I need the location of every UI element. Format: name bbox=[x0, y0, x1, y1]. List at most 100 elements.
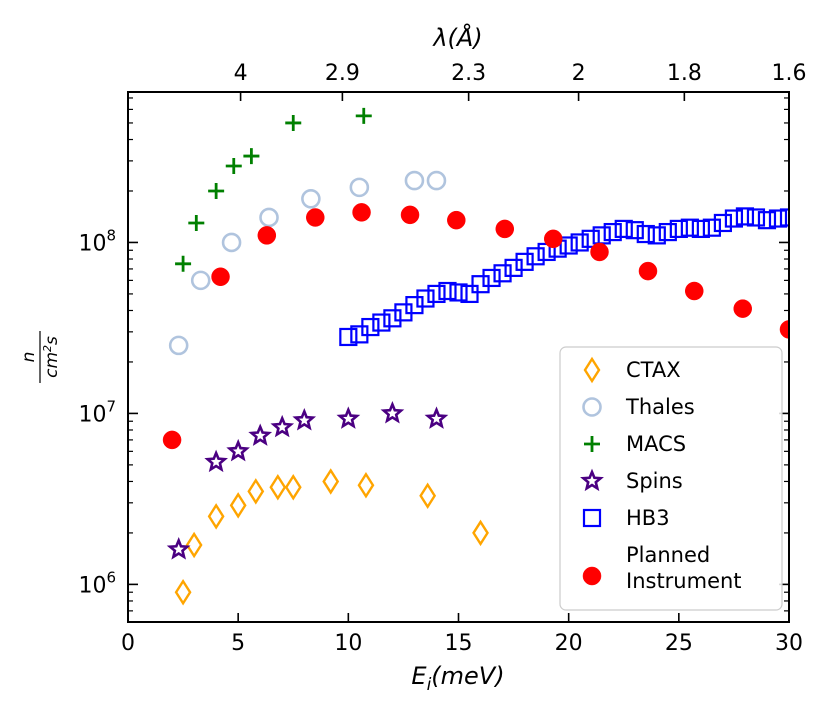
data-point bbox=[225, 158, 242, 175]
data-point bbox=[221, 232, 242, 253]
x-axis-ticks: 0 5 10 15 20 25 30 bbox=[121, 613, 803, 656]
data-point bbox=[380, 400, 405, 424]
data-point bbox=[204, 449, 228, 473]
data-point bbox=[270, 414, 295, 438]
data-point bbox=[162, 430, 182, 450]
data-point bbox=[243, 148, 260, 165]
data-point bbox=[175, 255, 192, 272]
data-point bbox=[603, 222, 622, 242]
data-point bbox=[185, 531, 203, 559]
data-point bbox=[188, 214, 205, 231]
data-point bbox=[419, 482, 437, 509]
data-point bbox=[472, 519, 489, 547]
data-point bbox=[248, 423, 273, 446]
data-point bbox=[713, 213, 733, 233]
data-point bbox=[724, 209, 744, 228]
data-point bbox=[301, 189, 321, 209]
data-point bbox=[702, 218, 721, 237]
data-point bbox=[733, 299, 752, 318]
data-point bbox=[691, 219, 710, 239]
data-point bbox=[226, 438, 250, 462]
x-axis-title: Ei(meV) bbox=[411, 662, 504, 695]
data-point bbox=[207, 503, 225, 530]
data-point bbox=[614, 219, 633, 239]
x-tick-label: 5 bbox=[231, 631, 245, 656]
data-point bbox=[460, 284, 479, 304]
legend-label-hb3: HB3 bbox=[626, 506, 670, 530]
y-axis-title-denominator: cm2s bbox=[41, 336, 62, 378]
top-tick-label: 2 bbox=[572, 61, 586, 86]
data-point bbox=[638, 261, 658, 281]
series-ctax bbox=[174, 468, 489, 606]
data-point bbox=[559, 236, 578, 255]
data-point bbox=[680, 218, 699, 237]
data-point bbox=[636, 224, 655, 244]
data-point bbox=[515, 252, 534, 271]
legend-label-planned-instrument: Planned bbox=[626, 543, 710, 567]
data-point bbox=[284, 474, 302, 501]
data-point bbox=[336, 406, 361, 429]
top-tick-label: 1.6 bbox=[772, 61, 807, 86]
data-point bbox=[352, 203, 371, 222]
data-point bbox=[493, 264, 512, 283]
data-series bbox=[162, 107, 789, 606]
data-point bbox=[526, 247, 545, 266]
data-point bbox=[400, 205, 420, 225]
series-hb3 bbox=[339, 207, 789, 347]
legend-label-thales: Thales bbox=[625, 395, 695, 419]
data-point bbox=[658, 222, 677, 242]
y-axis-title: n cm2s bbox=[19, 331, 62, 383]
data-point bbox=[190, 270, 211, 291]
legend-label-spins: Spins bbox=[626, 469, 683, 493]
data-point bbox=[166, 537, 191, 560]
data-point bbox=[416, 289, 435, 308]
data-point bbox=[685, 281, 704, 301]
data-point bbox=[269, 474, 287, 501]
data-point bbox=[349, 177, 370, 198]
data-point bbox=[211, 267, 230, 287]
data-point bbox=[495, 219, 515, 239]
data-point bbox=[647, 226, 666, 245]
legend-marker-thales bbox=[582, 397, 602, 417]
top-tick-label: 2.3 bbox=[451, 61, 486, 86]
series-thales bbox=[168, 170, 447, 356]
data-point bbox=[355, 107, 372, 124]
data-point bbox=[339, 327, 358, 347]
data-point bbox=[306, 208, 325, 227]
legend-label-planned-instrument: Instrument bbox=[626, 569, 742, 593]
top-tick-label: 2.9 bbox=[325, 61, 360, 86]
data-point bbox=[174, 578, 192, 606]
data-point bbox=[383, 309, 402, 328]
data-point bbox=[247, 478, 265, 505]
data-point bbox=[482, 268, 501, 288]
data-point bbox=[357, 472, 375, 499]
data-point bbox=[259, 207, 279, 228]
legend-marker-macs bbox=[584, 436, 600, 452]
data-point bbox=[768, 209, 788, 228]
legend-label-macs: MACS bbox=[626, 432, 686, 456]
data-point bbox=[669, 219, 688, 239]
data-point bbox=[543, 229, 563, 249]
data-point bbox=[735, 207, 755, 226]
legend-marker-spins bbox=[580, 468, 604, 492]
data-point bbox=[570, 233, 589, 252]
legend-marker-planned-instrument bbox=[582, 566, 602, 586]
top-axis-ticks: 4 2.9 2.3 2 1.8 1.6 bbox=[234, 61, 807, 101]
x-tick-label: 0 bbox=[121, 631, 135, 656]
data-point bbox=[590, 242, 609, 262]
data-point bbox=[438, 281, 457, 301]
legend-label-ctax: CTAX bbox=[626, 358, 681, 382]
y-axis-title-numerator: n bbox=[19, 352, 39, 363]
data-point bbox=[746, 208, 766, 227]
data-point bbox=[322, 468, 340, 495]
top-tick-label: 1.8 bbox=[667, 61, 702, 86]
y-tick-label: 107 bbox=[78, 397, 116, 427]
series-macs bbox=[175, 107, 372, 272]
data-point bbox=[208, 182, 225, 199]
data-point bbox=[447, 210, 466, 230]
legend-marker-ctax bbox=[583, 356, 601, 384]
data-point bbox=[625, 221, 644, 240]
legend-box bbox=[559, 346, 783, 611]
data-point bbox=[449, 283, 468, 302]
